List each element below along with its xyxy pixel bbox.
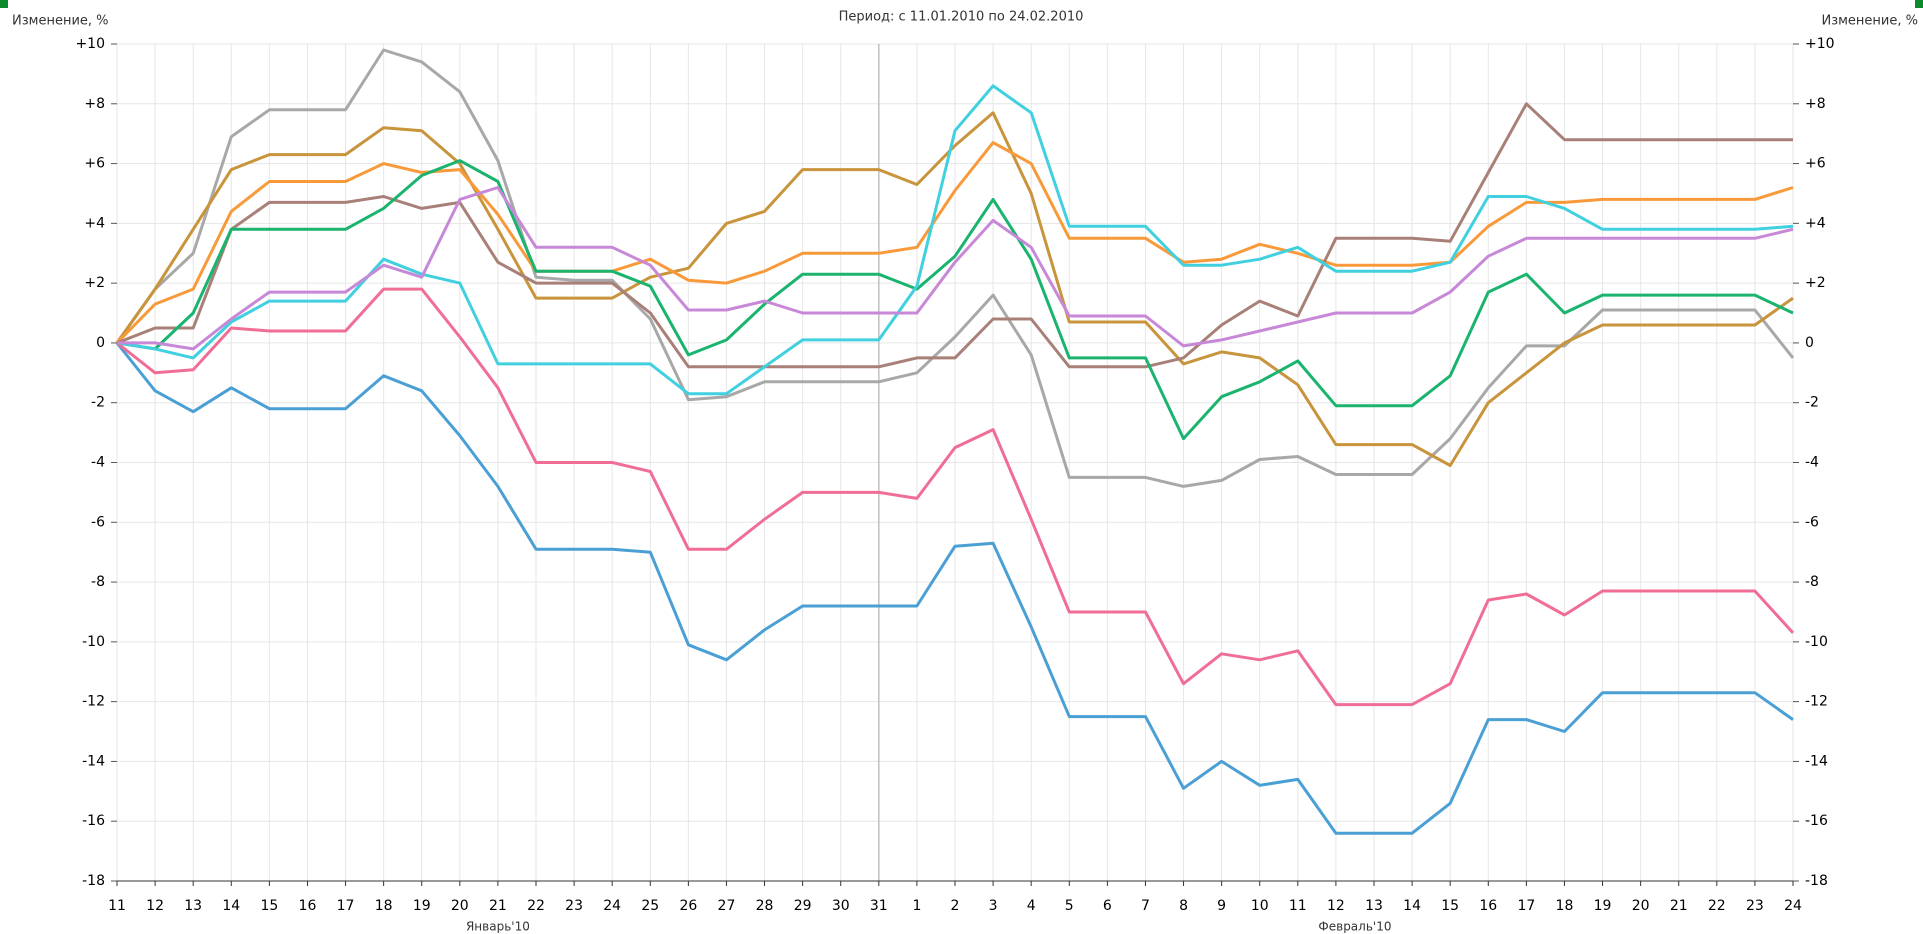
x-tick-label: 4 [1027, 898, 1036, 914]
x-tick-label: 6 [1103, 898, 1112, 914]
series-line [116, 287, 1795, 707]
x-tick-label: 18 [1556, 898, 1574, 914]
x-tick-label: 15 [260, 898, 278, 914]
x-tick-label: 20 [451, 898, 469, 914]
x-tick-label: 24 [1784, 898, 1802, 914]
y-tick-label: -14 [82, 753, 105, 769]
series-line [117, 186, 1794, 351]
x-tick-label: 11 [108, 898, 126, 914]
y2-tick-label: +10 [1805, 36, 1835, 52]
x-tick-label: 16 [299, 898, 317, 914]
y2-tick-label: 0 [1805, 335, 1814, 351]
y-tick-label: -2 [91, 395, 105, 411]
series-line [115, 48, 1795, 488]
x-tick-label: 5 [1065, 898, 1074, 914]
x-tick-label: 12 [1327, 898, 1345, 914]
y2-tick-label: -16 [1805, 813, 1828, 829]
y2-tick-label: +8 [1805, 96, 1826, 112]
x-tick-label: 20 [1632, 898, 1650, 914]
y-tick-label: +10 [75, 36, 105, 52]
x-tick-label: 30 [832, 898, 850, 914]
month-label: Февраль'10 [1318, 920, 1391, 934]
y2-tick-label: -2 [1805, 395, 1819, 411]
x-tick-label: 16 [1479, 898, 1497, 914]
y-tick-label: -18 [82, 873, 105, 889]
x-tick-label: 27 [718, 898, 736, 914]
y2-tick-label: -4 [1805, 455, 1819, 471]
y2-tick-label: -14 [1805, 753, 1828, 769]
y-tick-label: +4 [84, 215, 105, 231]
x-tick-label: 19 [413, 898, 431, 914]
series-line [116, 84, 1794, 396]
x-tick-label: 17 [1517, 898, 1535, 914]
x-tick-label: 29 [794, 898, 812, 914]
y-tick-label: -16 [82, 813, 105, 829]
y-tick-label: +6 [84, 156, 105, 172]
y-tick-label: -10 [82, 634, 105, 650]
x-tick-label: 14 [222, 898, 240, 914]
x-tick-label: 24 [603, 898, 621, 914]
series-line [116, 159, 1794, 441]
y2-tick-label: +6 [1805, 156, 1826, 172]
x-tick-label: 3 [989, 898, 998, 914]
x-tick-label: 23 [1746, 898, 1764, 914]
y-tick-label: 0 [96, 335, 105, 351]
series-line [116, 102, 1793, 369]
x-tick-label: 26 [679, 898, 697, 914]
y2-tick-label: -8 [1805, 574, 1819, 590]
x-tick-label: 31 [870, 898, 888, 914]
x-tick-label: 8 [1179, 898, 1188, 914]
x-tick-label: 19 [1594, 898, 1612, 914]
x-tick-label: 15 [1441, 898, 1459, 914]
chart-title: Период: с 11.01.2010 по 24.02.2010 [839, 10, 1084, 25]
x-tick-label: 22 [1708, 898, 1726, 914]
series-line [115, 111, 1794, 467]
x-tick-label: 7 [1141, 898, 1150, 914]
corner-marker [0, 0, 8, 8]
y2-tick-label: -18 [1805, 873, 1828, 889]
x-tick-label: 25 [641, 898, 659, 914]
y2-tick-label: -6 [1805, 514, 1819, 530]
x-tick-label: 13 [1365, 898, 1383, 914]
x-tick-label: 23 [565, 898, 583, 914]
x-tick-label: 1 [912, 898, 921, 914]
y2-tick-label: +2 [1805, 275, 1826, 291]
x-tick-label: 2 [951, 898, 960, 914]
y2-tick-label: -12 [1805, 694, 1828, 710]
y-tick-label: -8 [91, 574, 105, 590]
y-tick-label: -12 [82, 694, 105, 710]
y2-axis-label: Изменение, % [1821, 14, 1918, 29]
y-axis-label: Изменение, % [12, 14, 109, 29]
x-tick-label: 18 [375, 898, 393, 914]
x-tick-label: 14 [1403, 898, 1421, 914]
x-tick-label: 17 [337, 898, 355, 914]
y-tick-label: -6 [91, 514, 105, 530]
x-tick-label: 10 [1251, 898, 1269, 914]
y2-tick-label: +4 [1805, 215, 1826, 231]
x-tick-label: 28 [756, 898, 774, 914]
x-tick-label: 11 [1289, 898, 1307, 914]
series-line [115, 141, 1794, 344]
y2-tick-label: -10 [1805, 634, 1828, 650]
x-tick-label: 21 [1670, 898, 1688, 914]
x-tick-label: 21 [489, 898, 507, 914]
y-tick-label: -4 [91, 455, 105, 471]
series-line [115, 341, 1794, 835]
x-tick-label: 22 [527, 898, 545, 914]
y-tick-label: +8 [84, 96, 105, 112]
x-tick-label: 9 [1217, 898, 1226, 914]
y-tick-label: +2 [84, 275, 105, 291]
x-tick-label: 13 [184, 898, 202, 914]
corner-marker [1915, 0, 1923, 8]
month-label: Январь'10 [466, 920, 530, 934]
x-tick-label: 12 [146, 898, 164, 914]
